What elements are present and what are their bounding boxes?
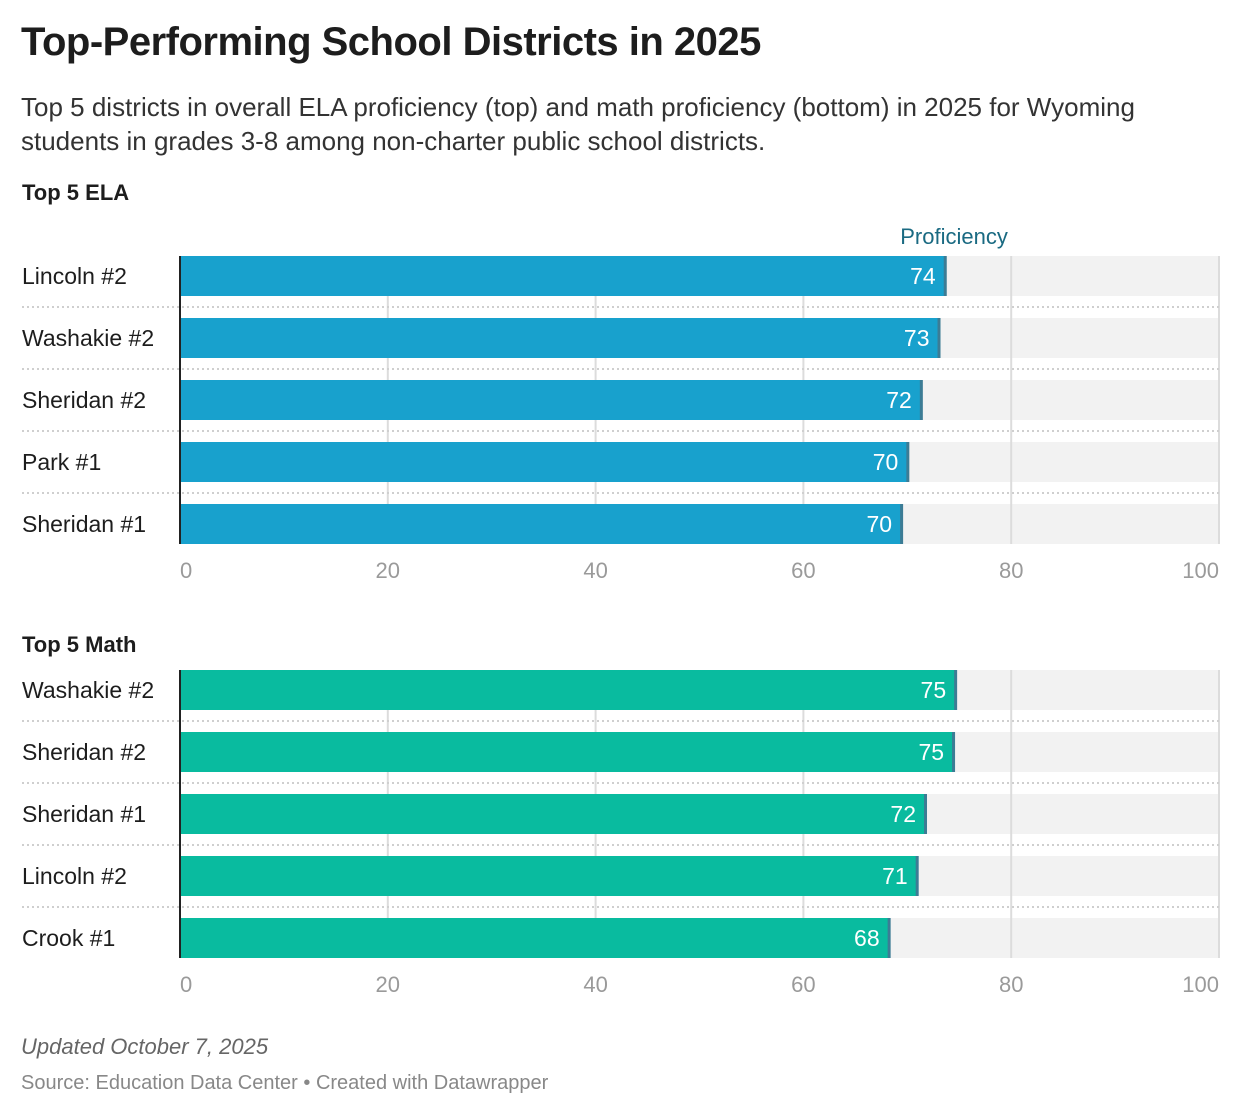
- bar-end-marker: [900, 504, 904, 544]
- value-label: 75: [918, 739, 944, 765]
- category-label: Sheridan #1: [22, 801, 146, 827]
- math-chart-title: Top 5 Math: [22, 632, 137, 657]
- x-tick-label: 20: [376, 558, 400, 580]
- category-label: Lincoln #2: [22, 863, 127, 889]
- category-label: Lincoln #2: [22, 263, 127, 289]
- update-note: Updated October 7, 2025: [21, 1034, 269, 1059]
- category-label: Sheridan #1: [22, 511, 146, 537]
- series-label: Proficiency: [900, 224, 1008, 249]
- source-note: Source: Education Data Center • Created …: [21, 1072, 549, 1094]
- bar: [180, 504, 903, 544]
- x-tick-label: 80: [999, 972, 1023, 994]
- x-tick-label: 100: [1182, 972, 1219, 994]
- ela-bar-chart: Proficiency 0 20 40 60 80 100 Lincoln #2 74 Washa…: [22, 224, 1220, 580]
- ela-chart-title: Top 5 ELA: [22, 180, 130, 205]
- value-label: 74: [910, 263, 936, 289]
- bar-end-marker: [952, 732, 956, 772]
- category-label: Sheridan #2: [22, 739, 146, 765]
- bar-end-marker: [915, 856, 919, 896]
- bar: [180, 318, 940, 358]
- category-label: Sheridan #2: [22, 387, 146, 413]
- x-tick-label: 20: [376, 972, 400, 994]
- math-bar-chart: 0 20 40 60 80 100 Washakie #2 75 Sheridan #2 75 Sh…: [22, 670, 1220, 994]
- x-tick-label: 0: [180, 558, 192, 580]
- x-tick-label: 40: [583, 972, 607, 994]
- value-label: 72: [890, 801, 916, 827]
- value-label: 72: [886, 387, 912, 413]
- value-label: 75: [921, 677, 947, 703]
- bar-end-marker: [906, 442, 910, 482]
- bar-end-marker: [924, 794, 928, 834]
- category-label: Park #1: [22, 449, 101, 475]
- x-tick-label: 100: [1182, 558, 1219, 580]
- bar-end-marker: [919, 380, 923, 420]
- value-label: 71: [882, 863, 908, 889]
- x-tick-label: 40: [583, 558, 607, 580]
- bar-end-marker: [954, 670, 958, 710]
- value-label: 73: [904, 325, 930, 351]
- value-label: 70: [873, 449, 899, 475]
- bar: [180, 918, 890, 958]
- chart-subtitle: Top 5 districts in overall ELA proficien…: [21, 92, 1135, 156]
- bar-end-marker: [943, 256, 947, 296]
- bar: [180, 794, 927, 834]
- bar: [180, 732, 955, 772]
- chart-title: Top-Performing School Districts in 2025: [21, 20, 761, 64]
- category-label: Washakie #2: [22, 325, 154, 351]
- bar: [180, 670, 957, 710]
- value-label: 70: [867, 511, 893, 537]
- category-label: Washakie #2: [22, 677, 154, 703]
- category-label: Crook #1: [22, 925, 115, 951]
- x-tick-label: 60: [791, 558, 815, 580]
- bar-end-marker: [887, 918, 891, 958]
- bar: [180, 256, 946, 296]
- x-tick-label: 60: [791, 972, 815, 994]
- bar: [180, 380, 922, 420]
- x-tick-label: 80: [999, 558, 1023, 580]
- bar: [180, 442, 909, 482]
- value-label: 68: [854, 925, 880, 951]
- bar-end-marker: [937, 318, 941, 358]
- bar: [180, 856, 918, 896]
- x-tick-label: 0: [180, 972, 192, 994]
